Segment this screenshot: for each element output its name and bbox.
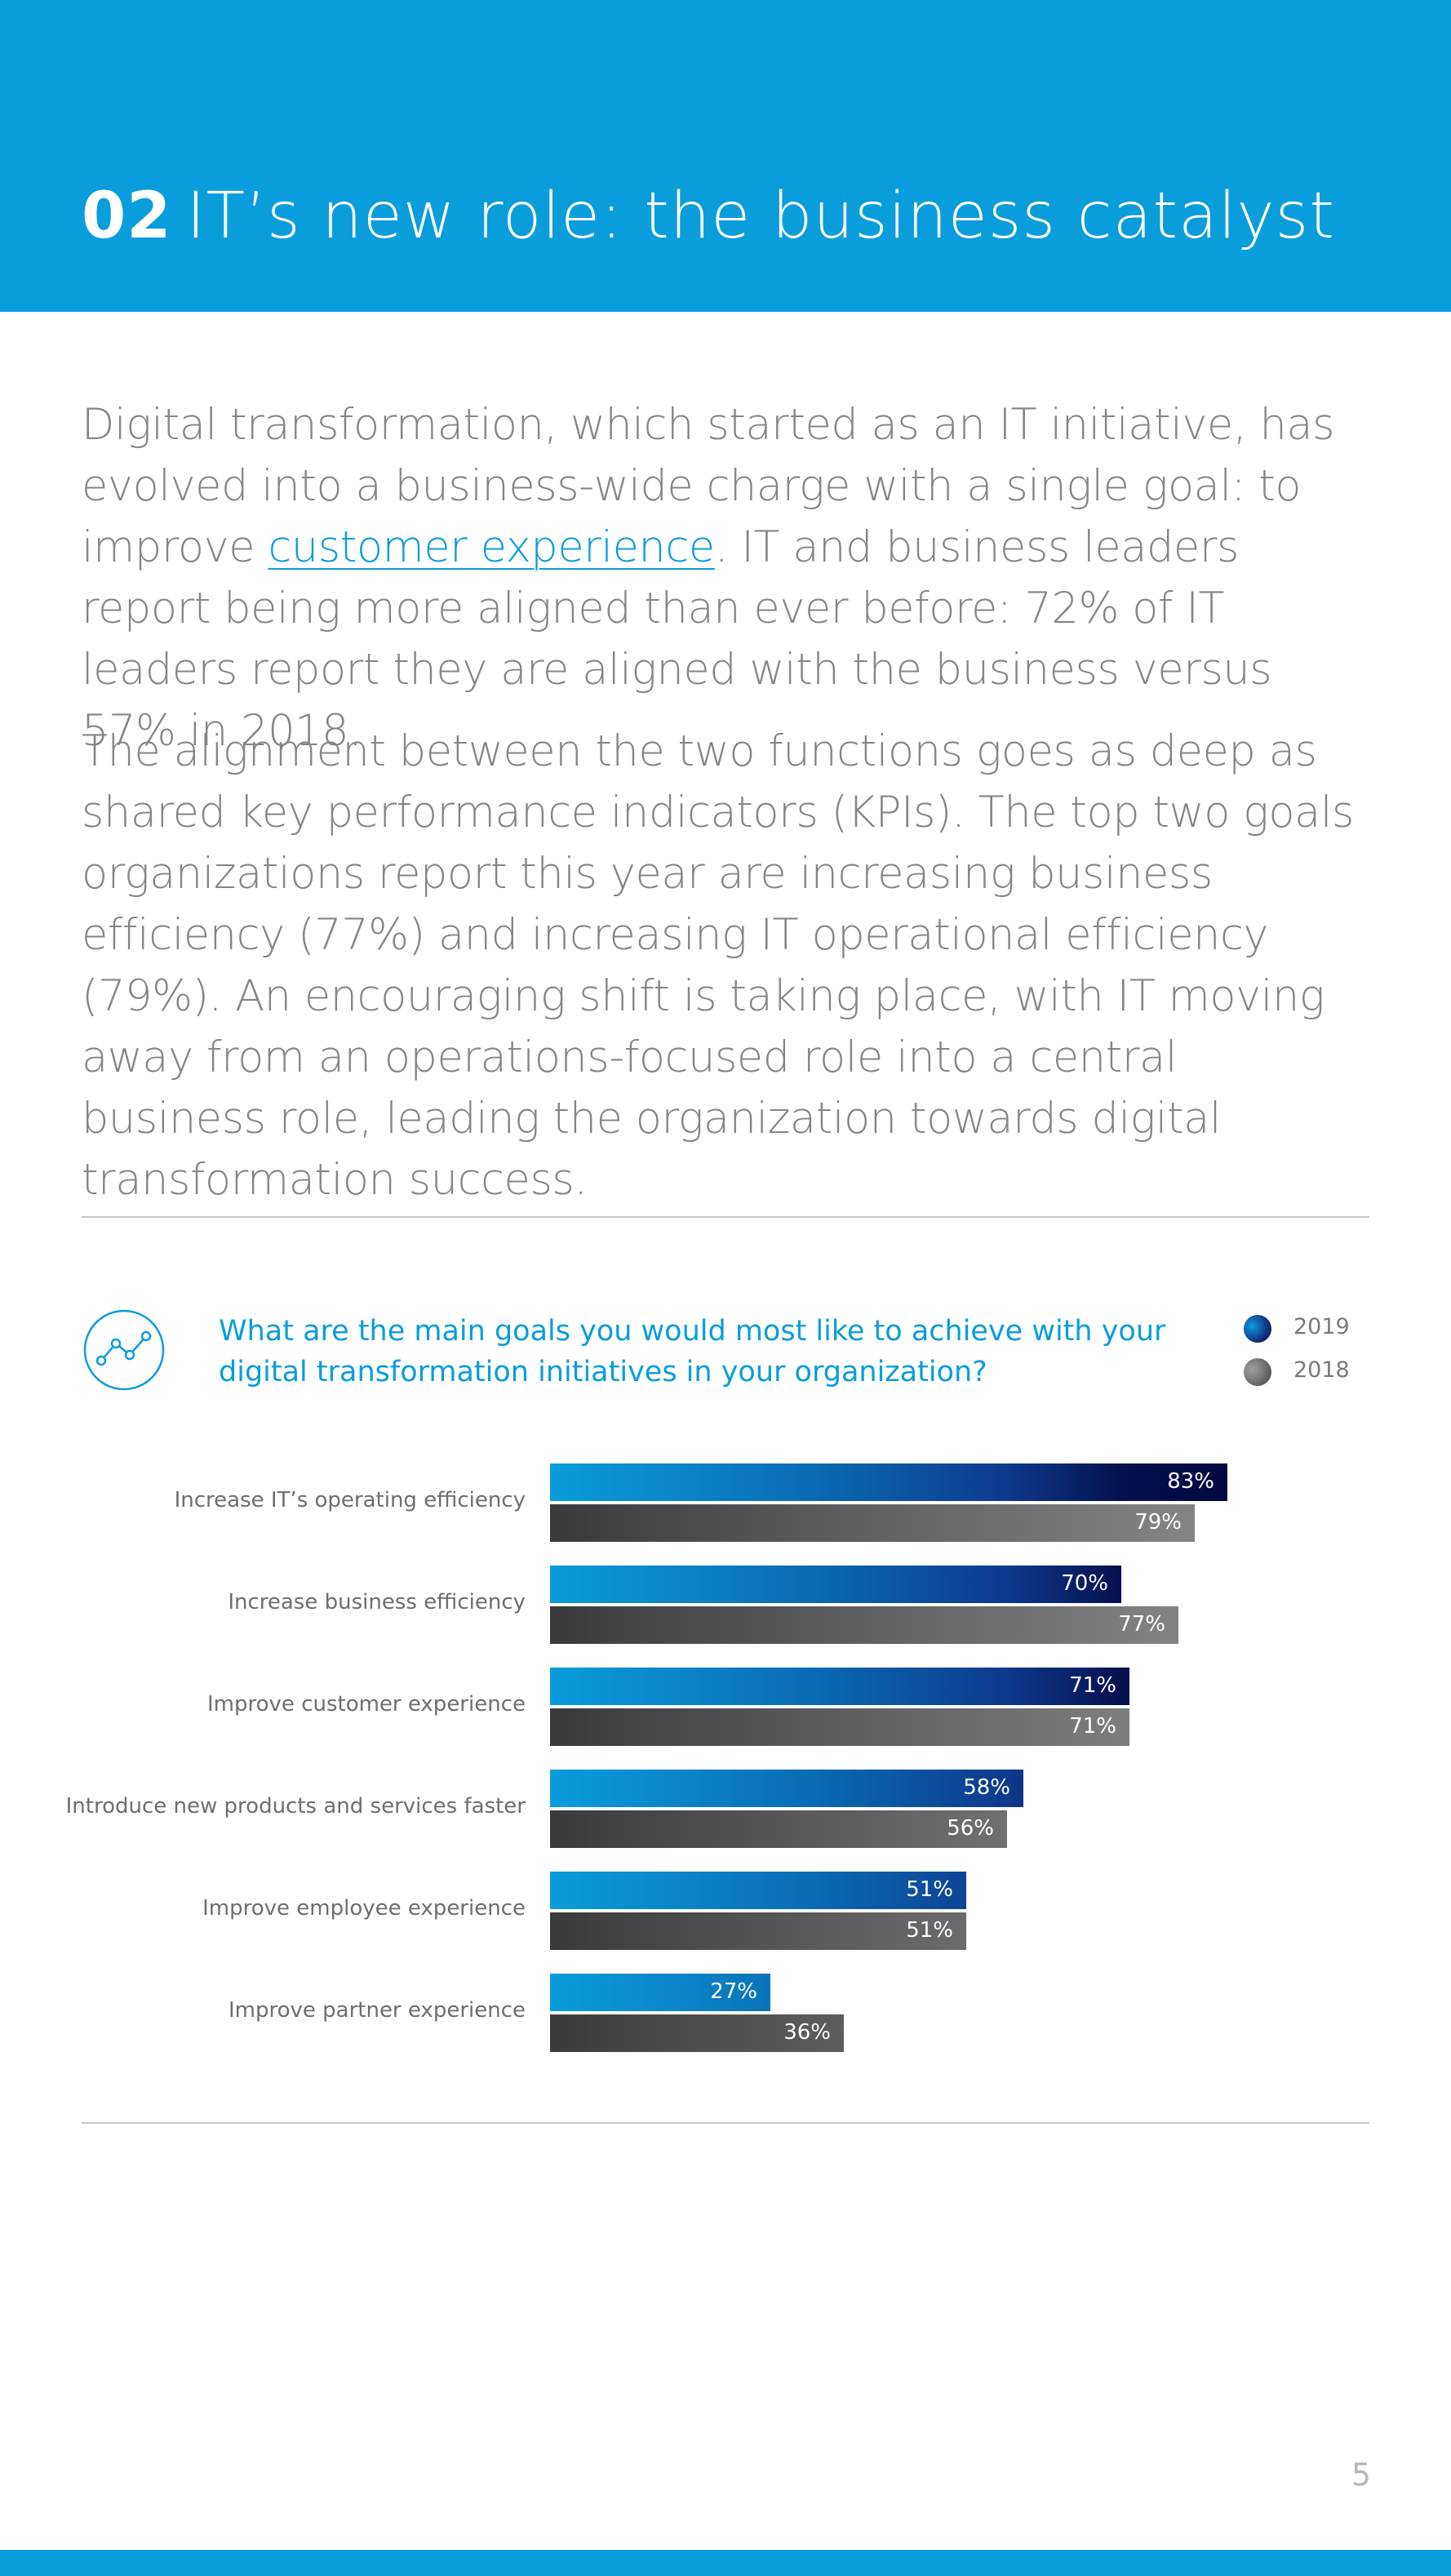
section-title: IT’s new role: the business catalyst [186,180,1335,253]
footer-band [0,2550,1451,2576]
bar-2018: 51% [550,1912,966,1950]
bar-value-label: 56% [947,1816,994,1841]
bar-2018: 71% [550,1708,1129,1746]
bar-value-label: 70% [1061,1571,1108,1596]
category-label: Introduce new products and services fast… [65,1794,526,1819]
bar-value-label: 27% [710,1979,757,2004]
bar-value-label: 51% [906,1918,953,1943]
bar-2019: 51% [550,1872,966,1909]
bar-value-label: 36% [783,2020,831,2045]
header-band [0,0,1451,312]
bar-value-label: 77% [1118,1612,1165,1637]
legend-label-2019: 2019 [1293,1314,1350,1339]
legend-swatch-2019 [1244,1315,1271,1343]
bar-value-label: 83% [1167,1469,1214,1494]
bar-2018: 77% [550,1606,1178,1644]
bar-value-label: 71% [1069,1714,1116,1739]
bar-value-label: 51% [906,1877,953,1902]
bar-2018: 36% [550,2014,844,2052]
bar-value-label: 71% [1069,1673,1116,1698]
bar-2019: 83% [550,1463,1227,1501]
legend-swatch-2018 [1244,1358,1271,1386]
bar-value-label: 79% [1134,1510,1182,1534]
intro-p1-text-start: Digital transformation, which started as… [82,400,1335,572]
divider-bottom [82,2122,1369,2124]
intro-paragraph-1: Digital transformation, which started as… [82,394,1371,762]
trend-line-icon [83,1309,165,1391]
bar-2018: 56% [550,1810,1007,1848]
category-label: Improve partner experience [228,1998,526,2023]
intro-p1-text-end: . IT and business leaders report being m… [82,522,1272,756]
customer-experience-link[interactable]: customer experience [268,522,715,572]
page-number: 5 [1351,2457,1371,2493]
bar-2019: 70% [550,1566,1121,1603]
category-label: Increase business efficiency [228,1590,526,1614]
chart-title: What are the main goals you would most l… [219,1315,1166,1388]
category-label: Improve employee experience [202,1896,526,1921]
bar-2019: 27% [550,1974,770,2011]
bar-value-label: 58% [963,1775,1010,1800]
bar-2019: 58% [550,1770,1023,1807]
bar-2019: 71% [550,1668,1129,1705]
divider-top [82,1216,1369,1218]
legend-label-2018: 2018 [1293,1357,1350,1383]
page-title: 02 IT’s new role: the business catalyst [82,180,1335,253]
category-label: Increase IT’s operating efficiency [174,1488,526,1512]
intro-paragraph-2: The alignment between the two functions … [82,726,1354,1205]
bar-2018: 79% [550,1504,1195,1542]
category-label: Improve customer experience [207,1692,526,1717]
section-number: 02 [82,180,172,253]
